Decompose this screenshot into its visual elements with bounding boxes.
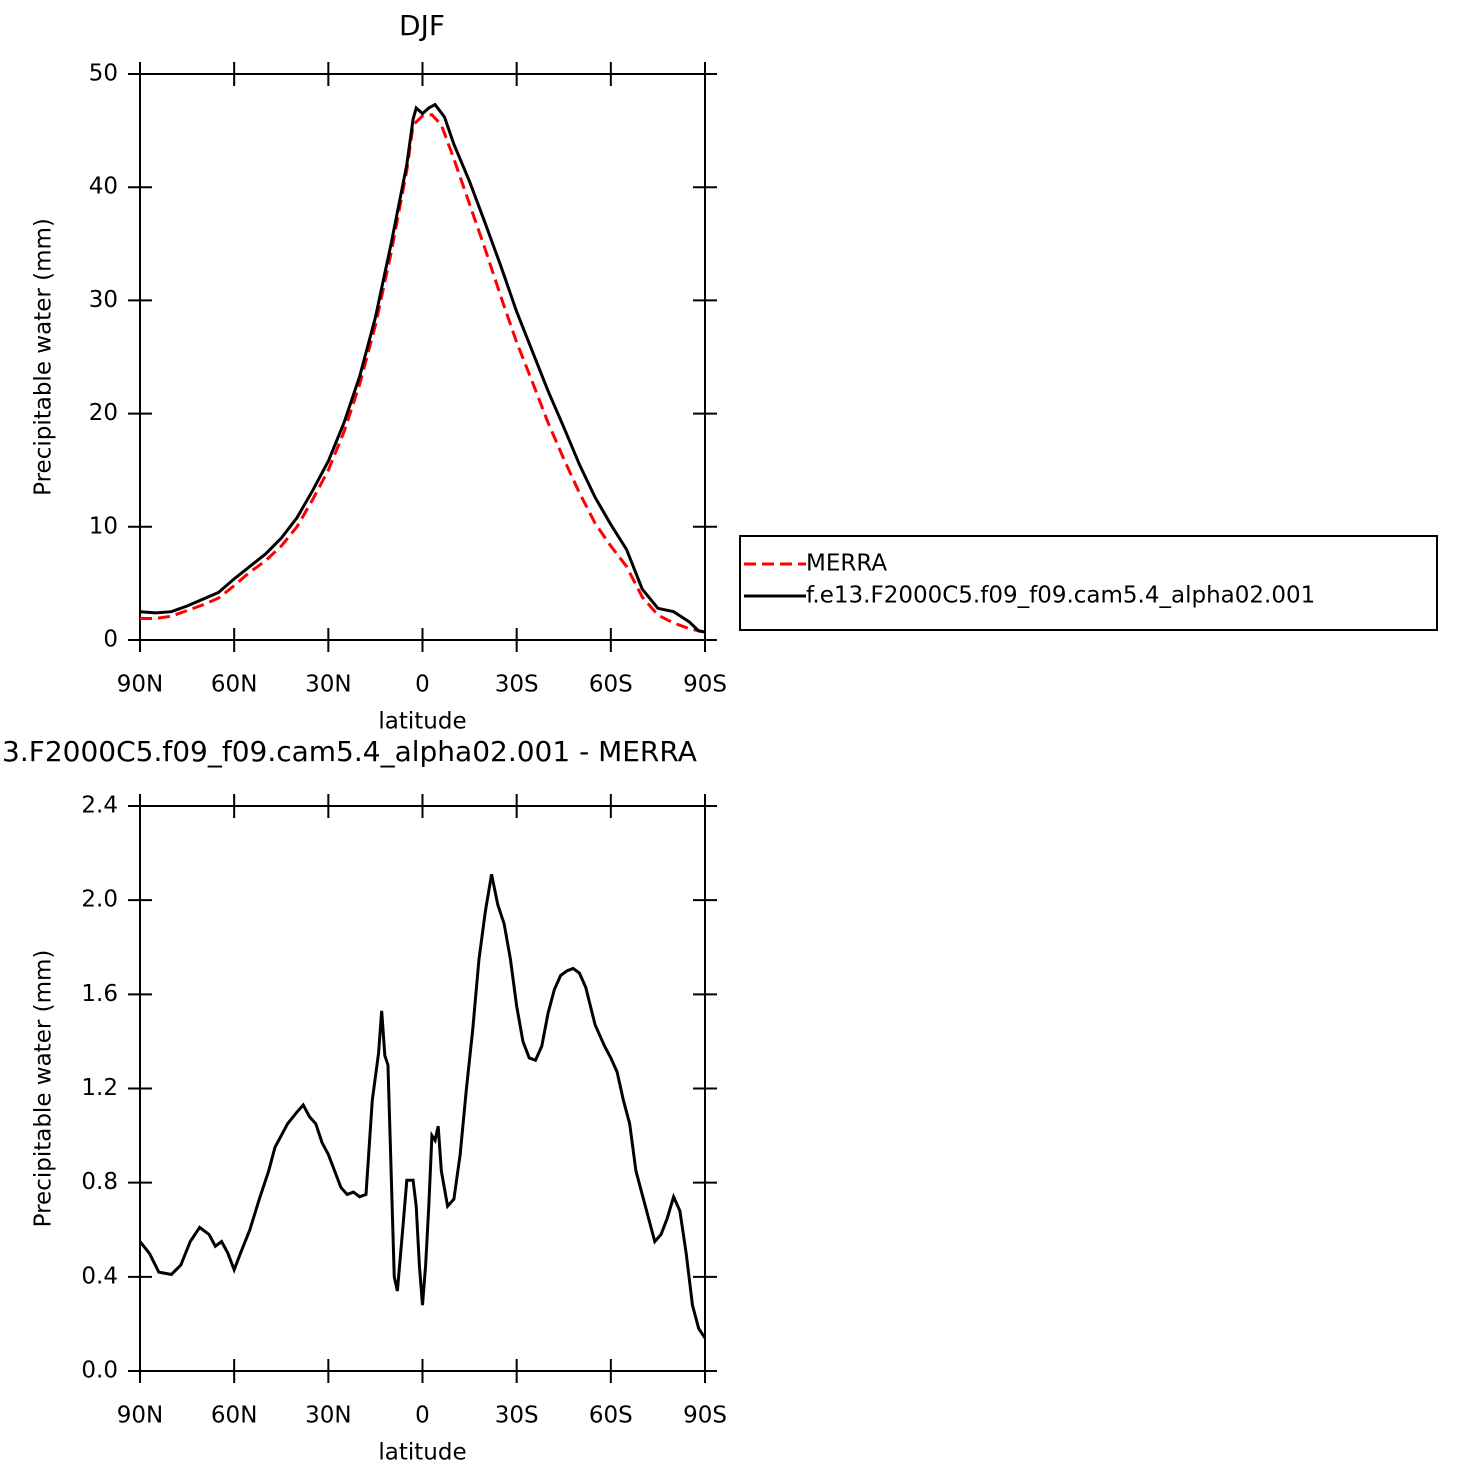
- y-tick-label: 30: [89, 287, 118, 313]
- x-tick-label: 90N: [117, 1403, 163, 1429]
- y-tick-label: 2.4: [81, 793, 118, 819]
- x-axis-label: latitude: [378, 709, 466, 735]
- y-axis-label: Precipitable water (mm): [31, 218, 57, 496]
- x-tick-label: 30N: [305, 672, 351, 698]
- y-tick-label: 0: [103, 627, 118, 653]
- x-axis-label: latitude: [378, 1440, 466, 1466]
- x-tick-label: 30N: [305, 1403, 351, 1429]
- y-tick-label: 40: [89, 174, 118, 200]
- x-tick-label: 0: [415, 1403, 430, 1429]
- plot-frame: [139, 73, 706, 641]
- x-tick-label: 60N: [211, 672, 257, 698]
- y-tick-label: 0.4: [81, 1263, 118, 1289]
- y-axis-label: Precipitable water (mm): [31, 950, 57, 1228]
- y-tick-label: 50: [89, 61, 118, 87]
- y-tick-label: 0.0: [81, 1358, 118, 1384]
- series-line: [140, 113, 706, 634]
- x-tick-label: 90N: [117, 672, 163, 698]
- legend-box: [739, 535, 1438, 631]
- x-tick-label: 30S: [495, 1403, 539, 1429]
- series-line: [138, 873, 707, 1339]
- y-tick-label: 1.2: [81, 1075, 118, 1101]
- x-tick-label: 90S: [683, 1403, 727, 1429]
- series-line: [139, 102, 706, 634]
- chart-title: DJF: [399, 9, 445, 42]
- y-tick-label: 10: [89, 513, 118, 539]
- legend-label: f.e13.F2000C5.f09_f09.cam5.4_alpha02.001: [806, 583, 1315, 609]
- x-tick-label: 90S: [683, 672, 727, 698]
- x-tick-label: 60N: [211, 1403, 257, 1429]
- chart-title: 3.F2000C5.f09_f09.cam5.4_alpha02.001 - M…: [2, 735, 697, 768]
- y-tick-label: 20: [89, 400, 118, 426]
- y-tick-label: 1.6: [81, 981, 118, 1007]
- legend-label: MERRA: [806, 551, 887, 577]
- y-tick-label: 0.8: [81, 1169, 118, 1195]
- y-tick-label: 2.0: [81, 887, 118, 913]
- x-tick-label: 0: [415, 672, 430, 698]
- x-tick-label: 60S: [589, 672, 633, 698]
- x-tick-label: 30S: [495, 672, 539, 698]
- x-tick-label: 60S: [589, 1403, 633, 1429]
